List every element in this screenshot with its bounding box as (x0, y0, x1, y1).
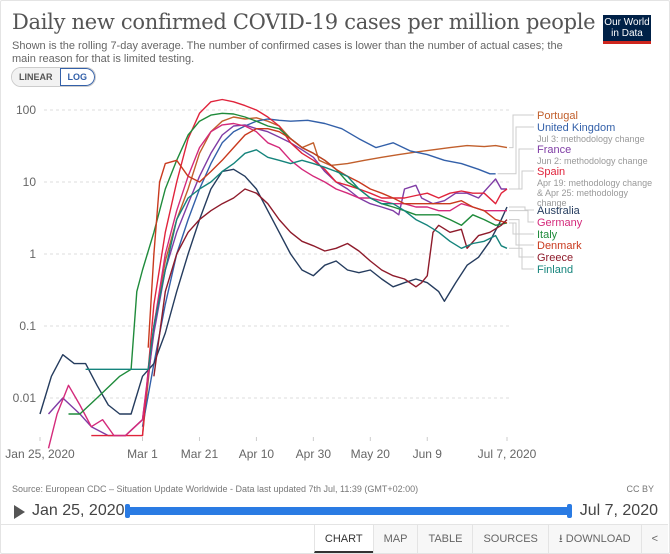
legend-note: & Apr 25: methodology (537, 188, 629, 198)
log-scale-button[interactable]: LOG (59, 68, 95, 86)
owid-logo[interactable]: Our World in Data (603, 15, 651, 44)
legend-note: Apr 19: methodology change (537, 178, 652, 188)
grid-lines (44, 109, 512, 399)
legend-connector (509, 219, 534, 258)
play-icon[interactable] (14, 505, 25, 519)
legend-label-germany[interactable]: Germany (537, 217, 583, 229)
tab-download[interactable]: ⭳ DOWNLOAD (547, 525, 641, 553)
legend-label-finland[interactable]: Finland (537, 264, 573, 276)
legend-label-australia[interactable]: Australia (537, 205, 581, 217)
chart-subtitle: Shown is the rolling 7-day average. The … (12, 40, 563, 65)
download-icon: ⭳ (558, 533, 566, 545)
timeline-slider-track[interactable] (125, 504, 572, 518)
legend-label-greece[interactable]: Greece (537, 252, 573, 264)
series-line-finland[interactable] (85, 149, 508, 370)
x-tick-label: Jan 25, 2020 (5, 447, 75, 461)
y-tick-label: 0.1 (19, 319, 36, 333)
tab-sources[interactable]: SOURCES (472, 525, 548, 553)
series-line-united-kingdom[interactable] (141, 118, 496, 427)
chart-title: Daily new confirmed COVID-19 cases per m… (12, 10, 596, 34)
series-line-denmark[interactable] (147, 127, 508, 348)
series-line-france[interactable] (47, 124, 508, 437)
x-tick-label: Mar 21 (181, 447, 219, 461)
legend-label-france[interactable]: France (537, 144, 571, 156)
linear-scale-button[interactable]: LINEAR (12, 68, 60, 86)
series-lines (39, 98, 508, 449)
legend-connector (509, 210, 534, 223)
logo-line2: in Data (611, 28, 643, 39)
tab-table[interactable]: TABLE (417, 525, 473, 553)
legend-connector (509, 170, 534, 190)
logo-line1: Our World (604, 17, 650, 28)
legend-note: Jun 2: methodology change (537, 156, 648, 166)
legend-label-italy[interactable]: Italy (537, 229, 558, 241)
y-axis-ticks: 100 10 1 0.1 0.01 (13, 103, 37, 405)
x-axis-ticks: Jan 25, 2020 Mar 1 Mar 21 Apr 10 Apr 30 May 2… (5, 437, 537, 461)
series-line-australia[interactable] (39, 168, 508, 415)
y-tick-label: 10 (23, 175, 37, 189)
legend-connector (509, 114, 534, 149)
license-link[interactable]: CC BY (626, 484, 654, 494)
x-tick-label: Jul 7, 2020 (478, 447, 537, 461)
download-label: DOWNLOAD (565, 533, 631, 545)
tab-chart[interactable]: CHART (313, 525, 373, 553)
x-tick-label: Apr 30 (296, 447, 332, 461)
scale-toggle[interactable]: LINEAR LOG (11, 67, 96, 87)
legend-connector (497, 126, 534, 175)
legend-note: change (537, 198, 567, 208)
footer-bar: CHART MAP TABLE SOURCES ⭳ DOWNLOAD < (0, 524, 668, 553)
timeline-start-label: Jan 25, 2020 (32, 502, 125, 519)
legend-connector (509, 247, 534, 270)
line-chart: 100 10 1 0.1 0.01 Jan 25, 2020 Mar 1 Mar 21 Apr… (5, 98, 652, 461)
series-line-portugal[interactable] (141, 116, 508, 436)
series-line-germany[interactable] (47, 122, 508, 449)
y-tick-label: 0.01 (13, 391, 37, 405)
x-tick-label: Apr 10 (239, 447, 275, 461)
legend-connector (509, 222, 534, 235)
tab-map[interactable]: MAP (372, 525, 418, 553)
legend-connector (509, 206, 534, 211)
legend-note: Jul 3: methodology change (537, 134, 645, 144)
timeline: Jan 25, 2020 Jul 7, 2020 (12, 502, 658, 522)
legend-label-united-kingdom[interactable]: United Kingdom (537, 122, 615, 134)
legend-connector (509, 222, 534, 246)
x-tick-label: Jun 9 (413, 447, 443, 461)
share-button[interactable]: < (640, 525, 668, 553)
series-line-greece[interactable] (153, 188, 508, 377)
x-tick-label: Mar 1 (127, 447, 158, 461)
x-tick-label: May 20 (351, 447, 391, 461)
share-icon: < (651, 533, 658, 545)
y-tick-label: 1 (29, 247, 36, 261)
view-tabs: CHART MAP TABLE SOURCES ⭳ DOWNLOAD < (313, 525, 668, 553)
legend-label-denmark[interactable]: Denmark (537, 240, 582, 252)
timeline-end-label: Jul 7, 2020 (579, 502, 658, 519)
source-note: Source: European CDC – Situation Update … (12, 484, 419, 494)
legend-label-spain[interactable]: Spain (537, 166, 565, 178)
legend-label-portugal[interactable]: Portugal (537, 110, 578, 122)
timeline-start-handle[interactable] (125, 504, 130, 518)
timeline-end-handle[interactable] (567, 504, 572, 518)
y-tick-label: 100 (16, 103, 36, 117)
